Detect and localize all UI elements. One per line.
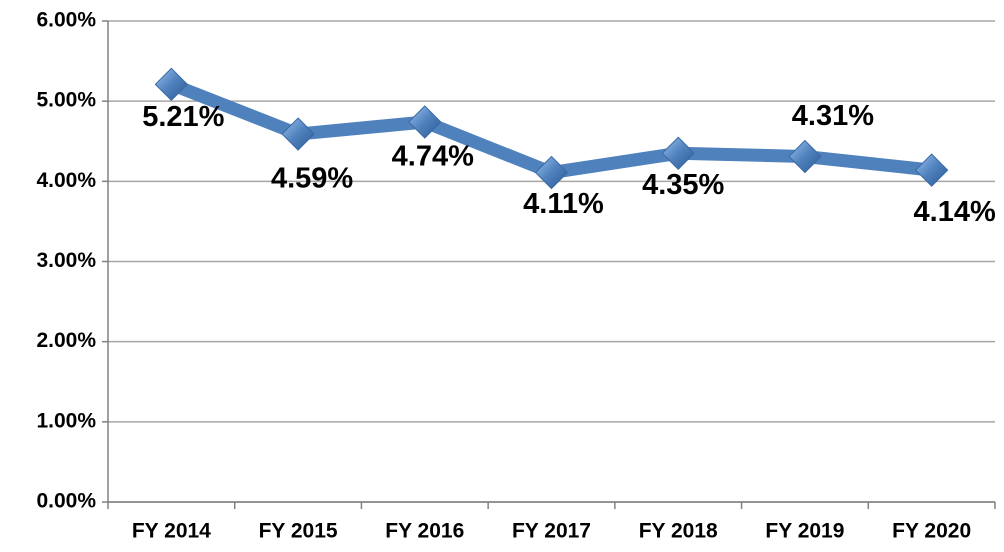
- marker: [154, 67, 189, 102]
- y-tick-label: 0.00%: [36, 490, 96, 513]
- y-tick-label: 4.00%: [36, 169, 96, 192]
- marker: [661, 136, 695, 170]
- data-label: 4.11%: [523, 188, 604, 220]
- x-tick-label: FY 2016: [385, 520, 464, 543]
- x-tick-label: FY 2018: [639, 520, 718, 543]
- y-tick-label: 2.00%: [36, 329, 96, 352]
- marker: [788, 139, 822, 174]
- data-label: 5.21%: [142, 101, 224, 133]
- y-tick-label: 5.00%: [36, 89, 96, 112]
- x-tick-label: FY 2020: [892, 520, 971, 543]
- data-label: 4.59%: [271, 163, 353, 195]
- marker: [408, 105, 442, 139]
- data-label: 4.35%: [642, 169, 724, 201]
- x-tick-label: FY 2019: [765, 520, 844, 543]
- x-tick-label: FY 2015: [259, 520, 338, 543]
- y-tick-label: 6.00%: [36, 9, 96, 32]
- marker: [534, 155, 569, 190]
- y-tick-label: 3.00%: [36, 249, 96, 272]
- data-label: 4.31%: [792, 100, 874, 132]
- x-tick-label: FY 2017: [512, 520, 591, 543]
- data-label: 4.14%: [914, 196, 996, 228]
- y-tick-label: 1.00%: [36, 409, 96, 432]
- x-tick-label: FY 2014: [132, 520, 211, 543]
- marker: [281, 117, 315, 151]
- marker: [914, 153, 949, 187]
- data-label: 4.74%: [392, 141, 474, 173]
